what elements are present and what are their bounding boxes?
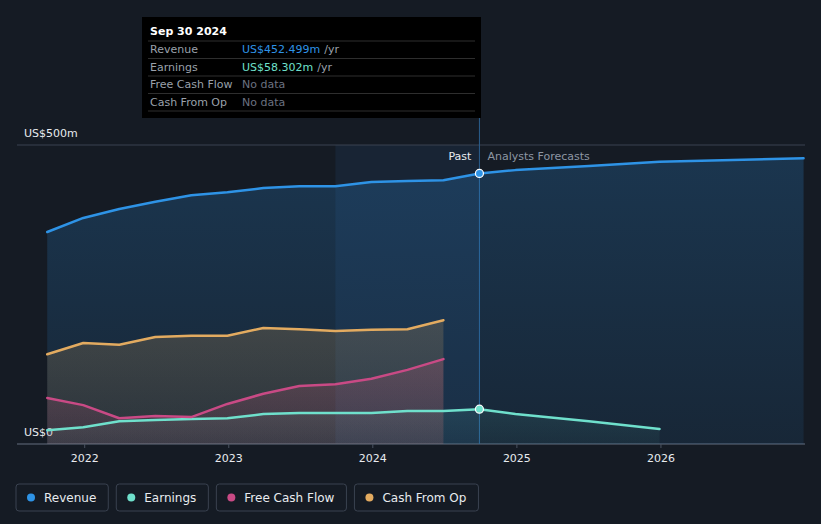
tooltip-value: US$58.302m [242,61,313,74]
annotation: Analysts Forecasts [487,150,590,163]
legend-swatch [27,494,35,502]
legend-item: Free Cash Flow [216,484,346,511]
series-area [47,158,803,444]
tooltip-box [142,17,481,118]
x-tick [660,444,661,448]
grid-line [17,145,805,146]
tooltip-label: Cash From Op [150,96,227,109]
legend-swatch [127,494,135,502]
legend-label: Cash From Op [382,491,466,505]
tooltip-label: Earnings [150,61,198,74]
tooltip-value: US$452.499m [242,43,320,56]
x-tick-label: 2026 [647,452,675,465]
tooltip-value: No data [242,96,285,109]
y-tick-label: US$500m [24,127,78,140]
x-tick [516,444,517,448]
tooltip-unit: /yr [317,61,332,74]
chart: US$0US$500m20222023202420252026PastAnaly… [0,0,821,524]
legend-item: Cash From Op [354,484,478,511]
current-point [475,405,483,413]
series-line [47,320,443,354]
plot-area [47,158,803,444]
current-point [475,169,483,177]
series-area [47,320,443,444]
tooltip-separator [148,58,475,59]
series-line [47,158,803,232]
x-tick-label: 2025 [503,452,531,465]
x-tick [84,444,85,448]
x-tick [372,444,373,448]
legend-label: Earnings [144,491,196,505]
background [0,0,821,524]
tooltip-value: No data [242,78,285,91]
series-line [47,409,659,430]
series-line [47,359,443,418]
x-tick-label: 2024 [359,452,387,465]
tooltip-label: Free Cash Flow [150,78,233,91]
tooltip-separator [148,111,475,112]
legend-swatch [365,494,373,502]
tooltip-title: Sep 30 2024 [150,25,227,38]
tooltip-separator [148,76,475,77]
annotation: Past [448,150,472,163]
tooltip-unit: /yr [324,43,339,56]
x-tick-label: 2022 [71,452,99,465]
legend-item: Earnings [116,484,208,511]
x-tick-label: 2023 [215,452,243,465]
legend-box [116,484,208,511]
legend-label: Free Cash Flow [244,491,334,505]
x-tick [228,444,229,448]
tooltip-separator [148,41,475,42]
legend-swatch [227,494,235,502]
legend-box [216,484,346,511]
tooltip-separator [148,93,475,94]
legend-box [16,484,108,511]
legend-box [354,484,478,511]
legend-label: Revenue [44,491,96,505]
legend-item: Revenue [16,484,108,511]
tooltip-label: Revenue [150,43,198,56]
